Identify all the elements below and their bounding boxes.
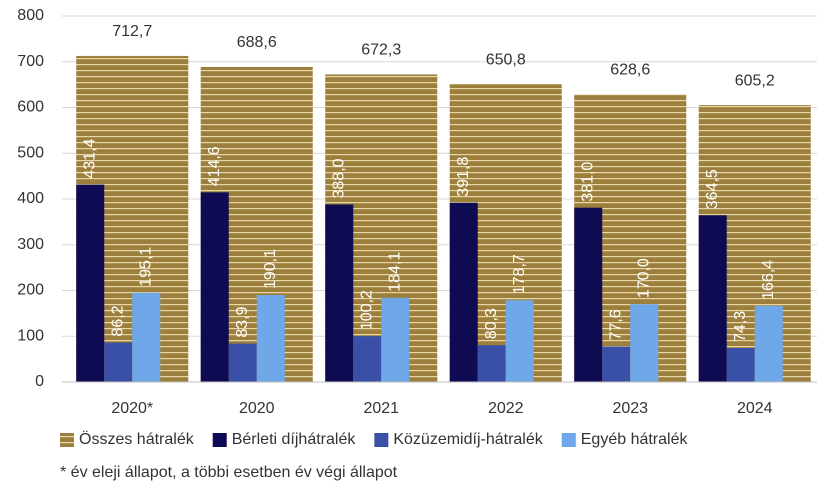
legend-swatch	[212, 433, 227, 447]
y-tick-label: 600	[17, 99, 44, 116]
bar	[256, 295, 285, 382]
legend-label: Közüzemidíj-hátralék	[393, 431, 543, 448]
bar	[104, 342, 133, 382]
x-tick-label: 2024	[737, 400, 773, 417]
data-label: 195,1	[137, 247, 154, 287]
data-label: 86,2	[109, 305, 126, 336]
data-label: 100,2	[358, 290, 375, 330]
x-tick-label: 2020*	[111, 400, 153, 417]
footnote: * év eleji állapot, a többi esetben év v…	[60, 464, 398, 481]
data-label: 712,7	[112, 23, 152, 40]
x-tick-label: 2021	[363, 400, 399, 417]
legend-swatch	[60, 433, 74, 447]
y-tick-label: 0	[35, 373, 44, 390]
bar	[325, 204, 354, 382]
data-label: 605,2	[735, 72, 775, 89]
data-label: 184,1	[386, 252, 403, 292]
y-tick-label: 200	[17, 282, 44, 299]
data-label: 431,4	[81, 138, 98, 178]
y-tick-label: 700	[17, 53, 44, 70]
bar	[228, 343, 257, 382]
y-tick-label: 100	[17, 327, 44, 344]
data-label: 190,1	[262, 249, 279, 289]
bar	[726, 348, 755, 382]
bar	[381, 297, 410, 382]
legend-swatch	[561, 433, 576, 447]
bar	[602, 346, 631, 382]
data-label: 166,4	[760, 260, 777, 300]
bar	[353, 336, 382, 382]
legend-label: Egyéb hátralék	[581, 431, 689, 448]
data-label: 178,7	[511, 254, 528, 294]
bar	[505, 300, 534, 382]
bar	[132, 292, 161, 382]
bar	[477, 345, 506, 382]
data-label: 170,0	[635, 258, 652, 298]
bar	[449, 202, 478, 382]
data-label: 80,3	[483, 308, 500, 339]
data-label: 381,0	[579, 162, 596, 202]
y-tick-label: 800	[17, 7, 44, 24]
bar	[574, 207, 603, 382]
bar	[698, 215, 727, 382]
x-tick-label: 2022	[488, 400, 524, 417]
data-label: 672,3	[361, 42, 401, 59]
legend-swatch	[374, 433, 389, 447]
x-tick-label: 2020	[239, 400, 275, 417]
y-tick-label: 500	[17, 144, 44, 161]
data-label: 391,8	[455, 157, 472, 197]
legend-label: Bérleti díjhátralék	[232, 431, 357, 448]
bar	[200, 192, 229, 382]
data-label: 77,6	[607, 309, 624, 340]
y-tick-label: 400	[17, 190, 44, 207]
data-label: 364,5	[704, 169, 721, 209]
data-label: 628,6	[610, 62, 650, 79]
y-tick-label: 300	[17, 236, 44, 253]
x-tick-label: 2023	[612, 400, 648, 417]
data-label: 83,9	[234, 306, 251, 337]
data-label: 688,6	[237, 34, 277, 51]
data-label: 388,0	[330, 158, 347, 198]
bar	[754, 305, 783, 382]
legend-label: Összes hátralék	[79, 430, 195, 448]
bar	[630, 304, 659, 382]
data-label: 414,6	[206, 146, 223, 186]
data-label: 74,3	[732, 311, 749, 342]
bar	[76, 184, 105, 382]
data-label: 650,8	[486, 51, 526, 68]
